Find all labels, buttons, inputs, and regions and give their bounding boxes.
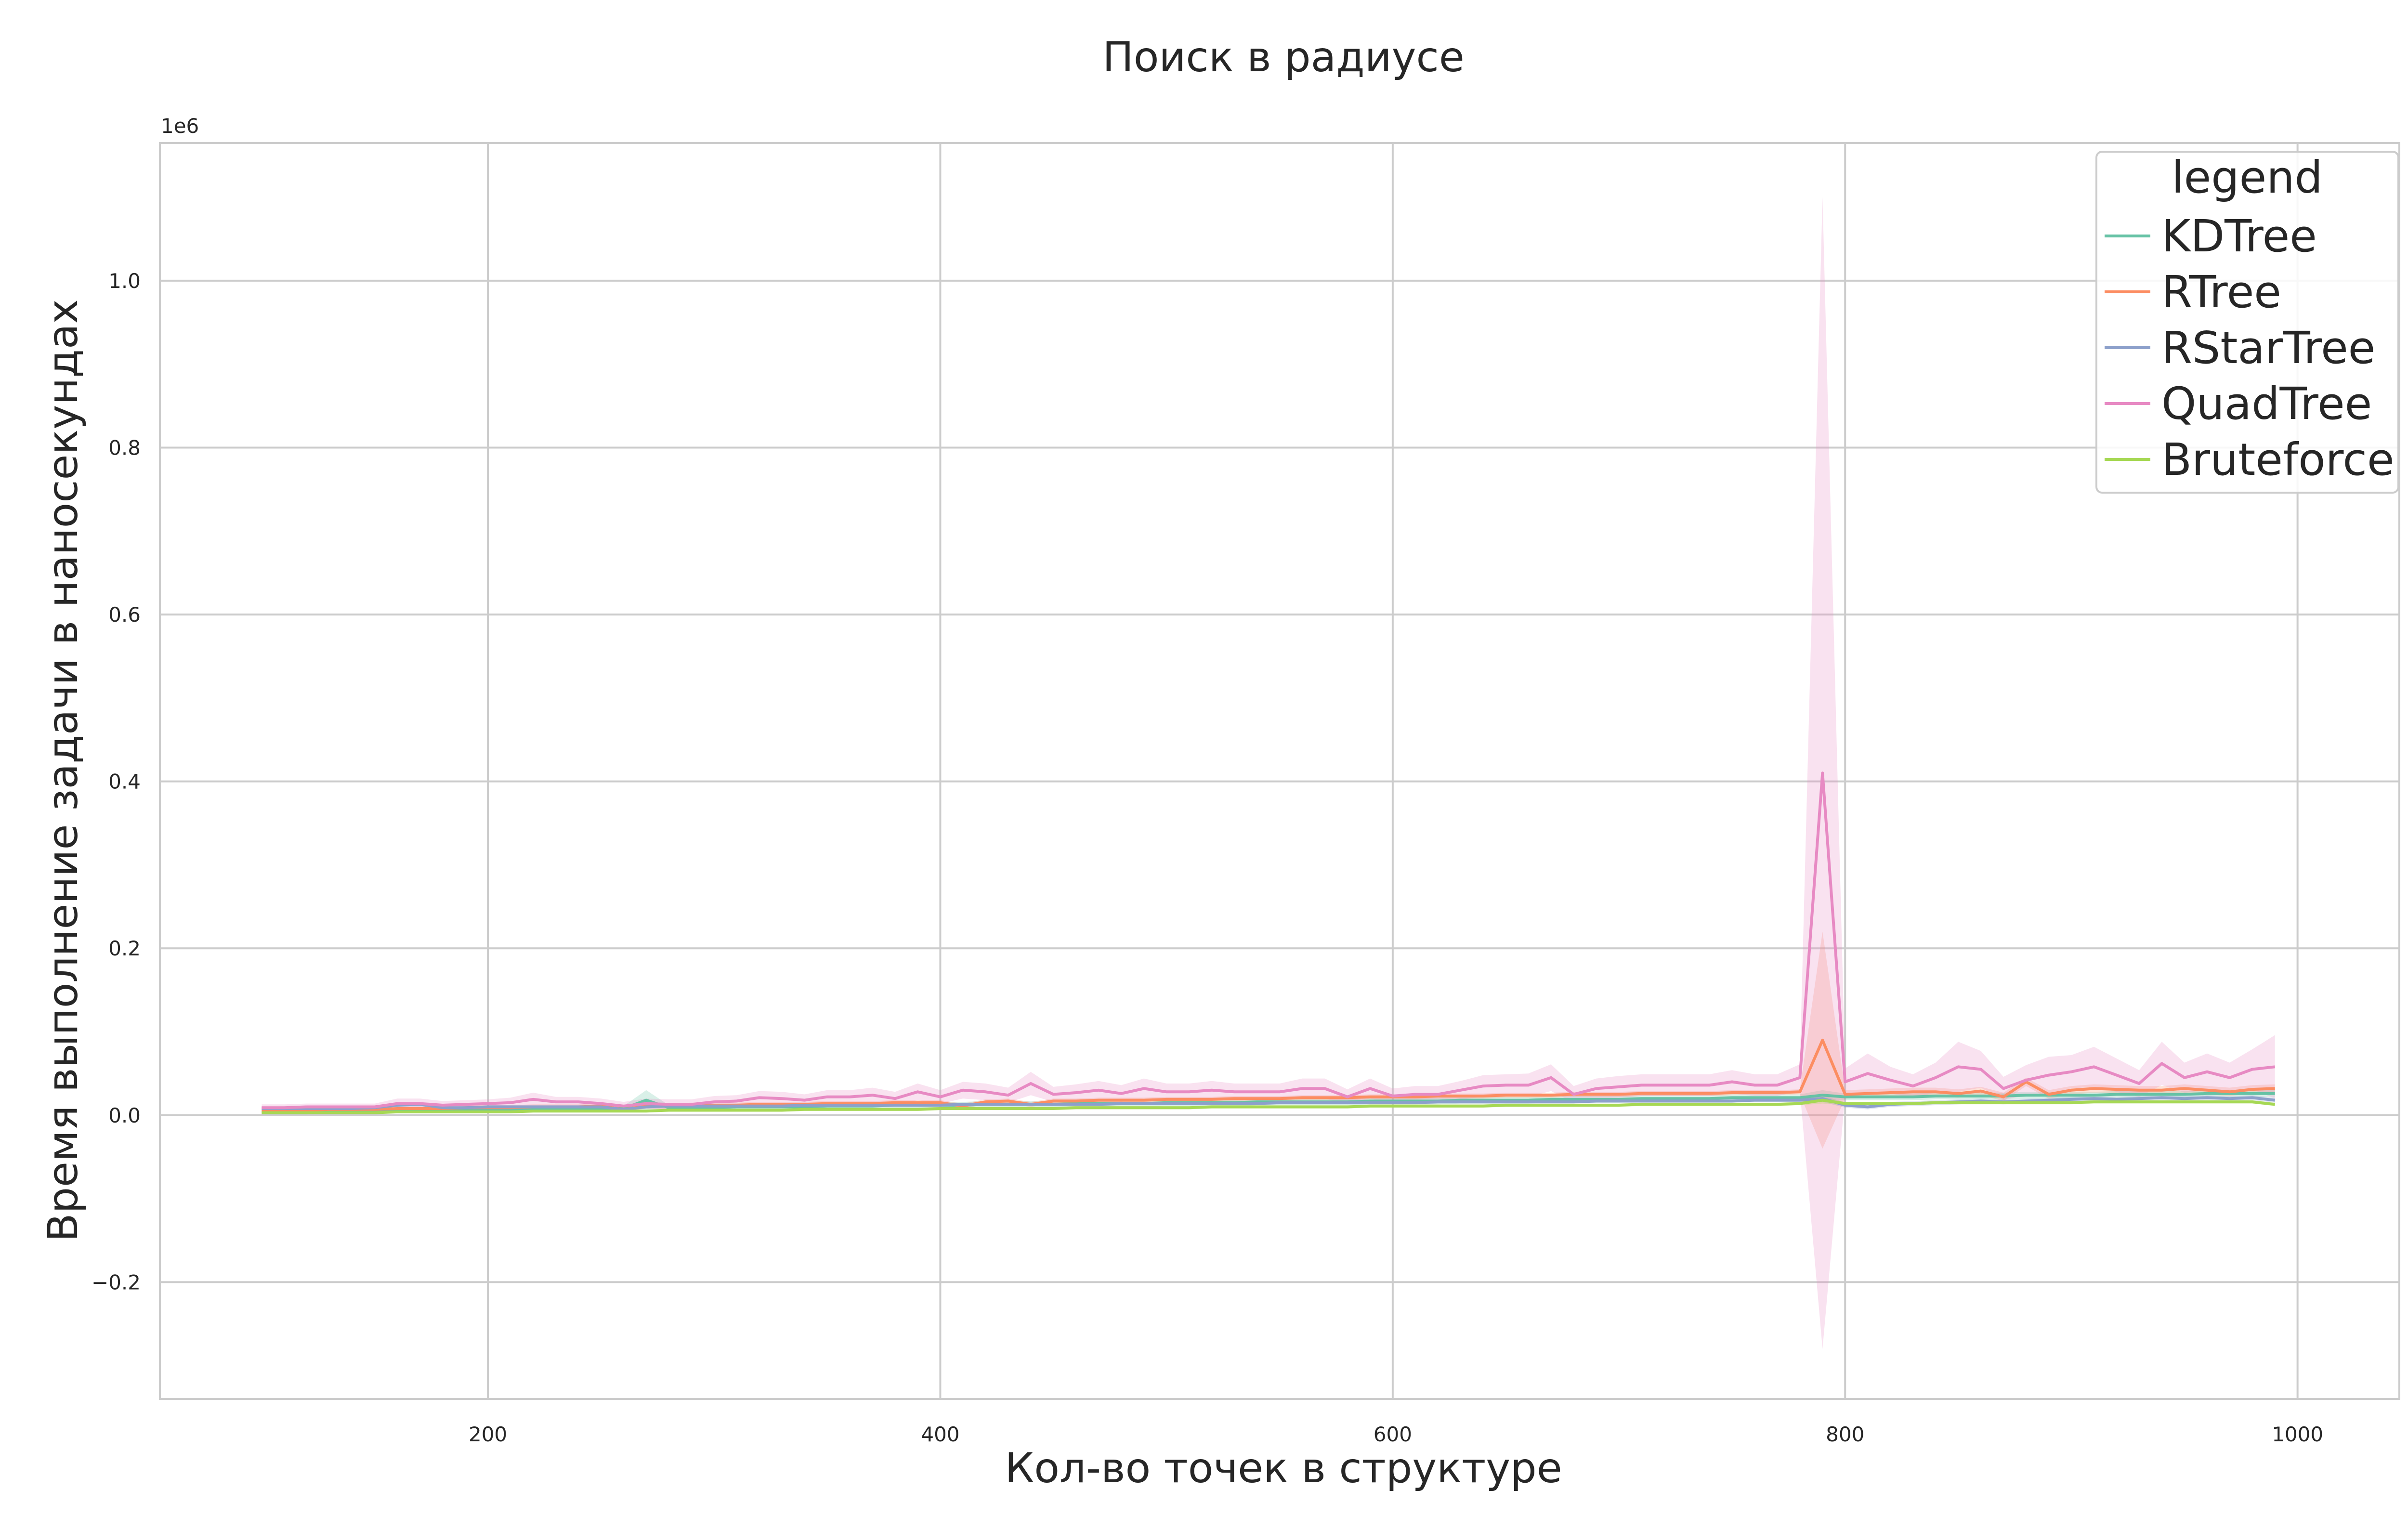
legend-title: legend [2172,152,2323,203]
x-tick-label: 800 [1826,1423,1864,1446]
legend-label-rtree: RTree [2161,266,2281,318]
y-tick-label: 1.0 [108,269,141,293]
plot-frame [159,142,2400,1400]
legend-label-bruteforce: Bruteforce [2161,434,2395,485]
legend-label-kdtree: KDTree [2161,210,2317,262]
y-tick-label: 0.0 [108,1104,141,1127]
x-tick-label: 200 [469,1423,507,1446]
legend[interactable]: legend KDTreeRTreeRStarTreeQuadTreeBrute… [2095,151,2399,494]
series-lines [262,771,2276,1114]
y-tick-labels: −0.2 0.0 0.2 0.4 0.6 0.8 1.0 [92,269,141,1294]
y-scale-label: 1e6 [161,114,199,138]
y-tick-label: −0.2 [92,1270,141,1294]
line-bruteforce [262,1098,2276,1114]
x-tick-label: 1000 [2272,1423,2323,1446]
x-tick-labels: 200 400 600 800 1000 [469,1423,2323,1446]
grid [160,143,2399,1399]
y-tick-label: 0.2 [108,937,141,960]
plot-area [160,143,2399,1399]
x-tick-label: 400 [921,1423,959,1446]
y-tick-label: 0.6 [108,603,141,627]
band-rtree [262,931,2275,1149]
line-quadtree [262,771,2276,1110]
y-tick-label: 0.8 [108,436,141,460]
x-tick-label: 600 [1374,1423,1412,1446]
y-axis-label: Время выполнение задачи в наносекундах [39,299,87,1241]
x-axis-label: Кол-во точек в структуре [1005,1444,1562,1492]
y-tick-label: 0.4 [108,770,141,794]
chart-title: Поиск в радиусе [1102,33,1465,81]
legend-box [2095,151,2399,494]
legend-label-quadtree: QuadTree [2161,378,2372,430]
legend-label-rstartree: RStarTree [2161,322,2375,374]
